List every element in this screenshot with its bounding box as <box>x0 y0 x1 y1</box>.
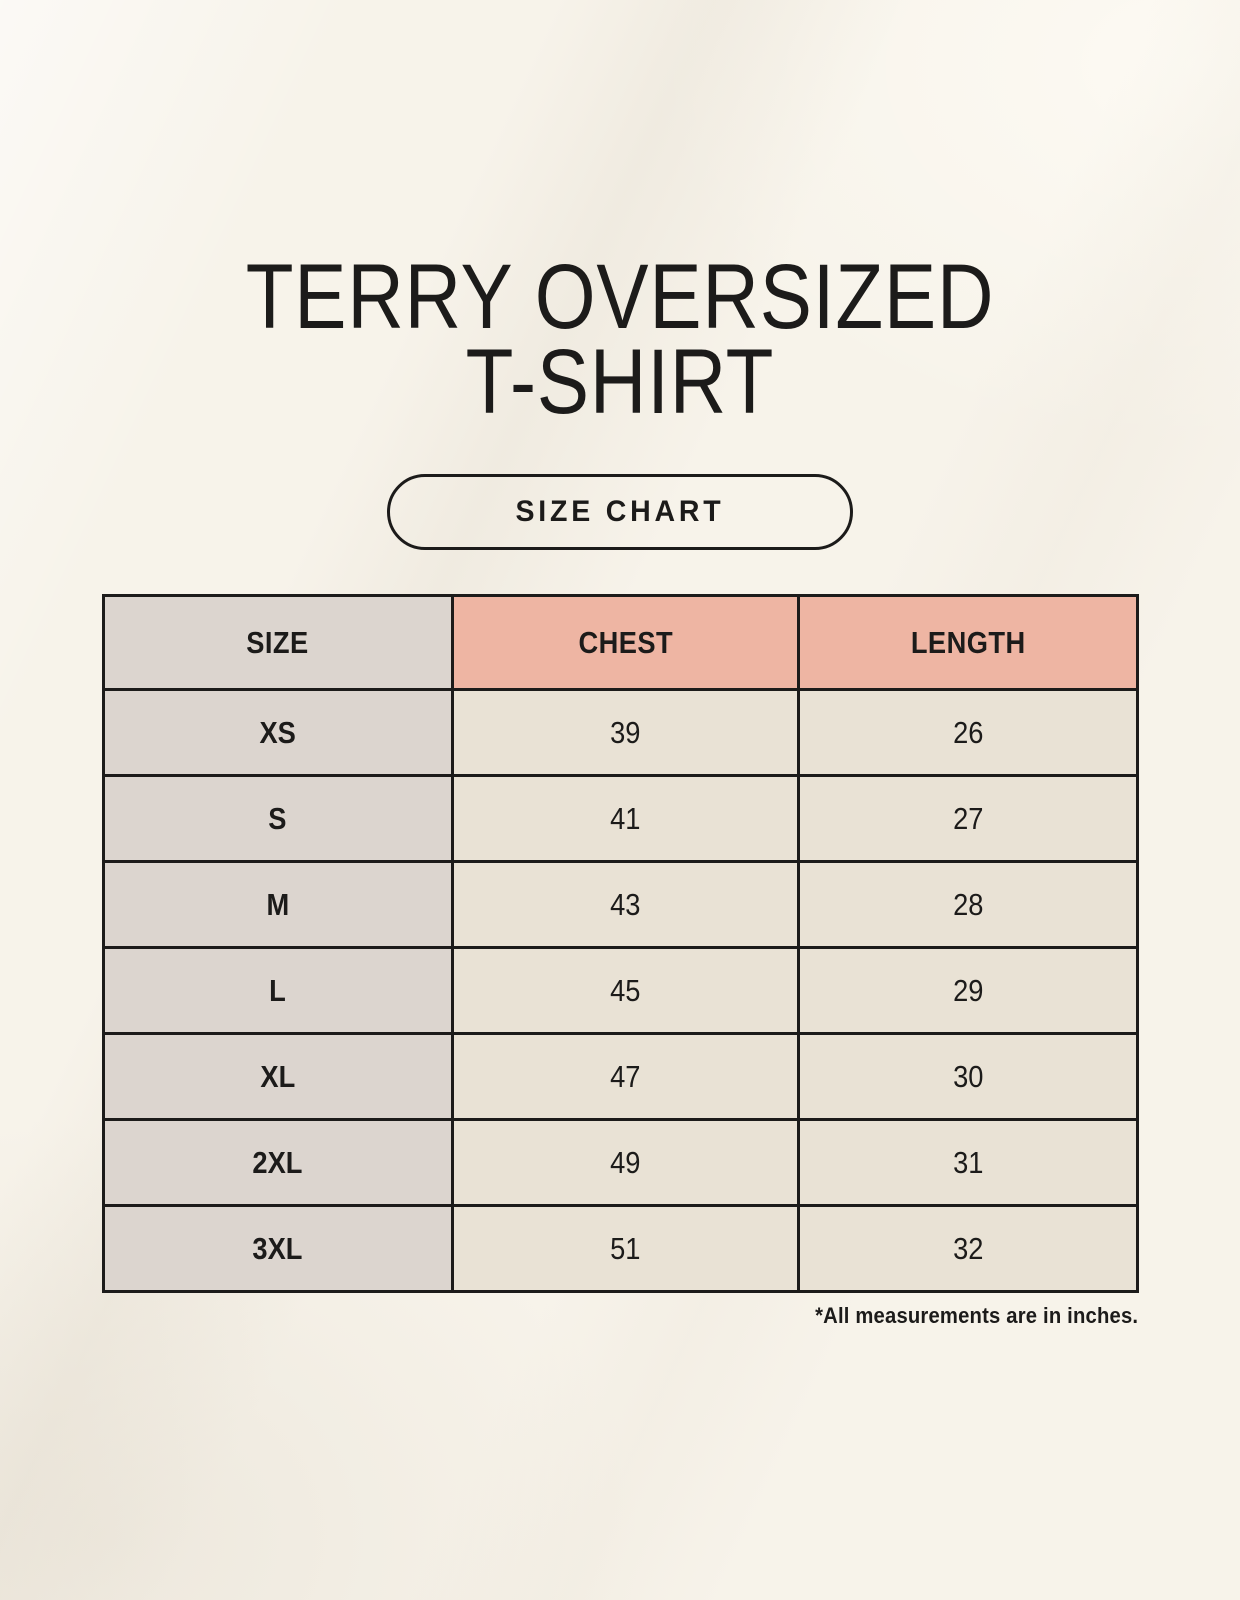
length-value: 26 <box>952 714 984 750</box>
column-header-chest: CHEST <box>450 594 801 692</box>
page-title: TERRY OVERSIZED T-SHIRT <box>93 0 1147 433</box>
table-row: 2XL 49 31 <box>101 1118 1139 1208</box>
size-cell: XS <box>101 688 454 778</box>
size-value: 2XL <box>252 1144 303 1180</box>
size-value: S <box>268 800 287 836</box>
size-table: SIZE CHEST LENGTH XS 39 26 S 41 27 M 43 … <box>101 594 1139 1294</box>
table-row: S 41 27 <box>101 774 1139 864</box>
length-value: 31 <box>952 1144 984 1180</box>
length-value: 30 <box>952 1058 984 1094</box>
chest-value: 51 <box>610 1230 641 1266</box>
length-value: 32 <box>952 1230 984 1266</box>
length-value: 27 <box>952 800 984 836</box>
chest-value: 39 <box>610 714 641 750</box>
chest-value: 47 <box>610 1058 641 1094</box>
size-cell: M <box>101 860 454 950</box>
table-header-row: SIZE CHEST LENGTH <box>101 594 1139 692</box>
chest-value: 41 <box>610 800 641 836</box>
length-value: 29 <box>952 972 984 1008</box>
column-header-size: SIZE <box>101 594 454 692</box>
chest-cell: 47 <box>450 1032 801 1122</box>
chest-value: 45 <box>610 972 641 1008</box>
length-cell: 28 <box>797 860 1139 950</box>
size-cell: S <box>101 774 454 864</box>
length-cell: 26 <box>797 688 1139 778</box>
column-header-chest-label: CHEST <box>578 624 673 660</box>
size-chart-button[interactable]: SIZE CHART <box>387 474 853 551</box>
chest-cell: 41 <box>450 774 801 864</box>
size-value: 3XL <box>252 1230 303 1266</box>
table-row: XS 39 26 <box>101 688 1139 778</box>
length-cell: 27 <box>797 774 1139 864</box>
length-cell: 29 <box>797 946 1139 1036</box>
table-row: L 45 29 <box>101 946 1139 1036</box>
size-value: XS <box>259 714 296 750</box>
chest-cell: 43 <box>450 860 801 950</box>
table-row: M 43 28 <box>101 860 1139 950</box>
size-cell: 2XL <box>101 1118 454 1208</box>
length-value: 28 <box>952 886 984 922</box>
size-cell: 3XL <box>101 1204 454 1294</box>
size-chart-button-label: SIZE CHART <box>515 495 725 529</box>
column-header-length-label: LENGTH <box>910 624 1026 660</box>
chest-cell: 51 <box>450 1204 801 1294</box>
table-row: XL 47 30 <box>101 1032 1139 1122</box>
size-cell: XL <box>101 1032 454 1122</box>
chest-cell: 45 <box>450 946 801 1036</box>
size-value: XL <box>260 1058 296 1094</box>
length-cell: 30 <box>797 1032 1139 1122</box>
page-title-line2: T-SHIRT <box>465 330 775 433</box>
length-cell: 31 <box>797 1118 1139 1208</box>
measurements-note-text: *All measurements are in inches. <box>815 1303 1139 1329</box>
size-value: M <box>266 886 290 922</box>
size-value: L <box>269 972 287 1008</box>
page-title-line1: TERRY OVERSIZED <box>245 246 995 348</box>
column-header-size-label: SIZE <box>246 624 309 660</box>
chest-cell: 49 <box>450 1118 801 1208</box>
table-row: 3XL 51 32 <box>101 1204 1139 1294</box>
chest-value: 49 <box>610 1144 641 1180</box>
measurements-note: *All measurements are in inches. <box>102 1303 1139 1329</box>
length-cell: 32 <box>797 1204 1139 1294</box>
size-cell: L <box>101 946 454 1036</box>
chest-cell: 39 <box>450 688 801 778</box>
chest-value: 43 <box>610 886 641 922</box>
column-header-length: LENGTH <box>797 594 1139 692</box>
